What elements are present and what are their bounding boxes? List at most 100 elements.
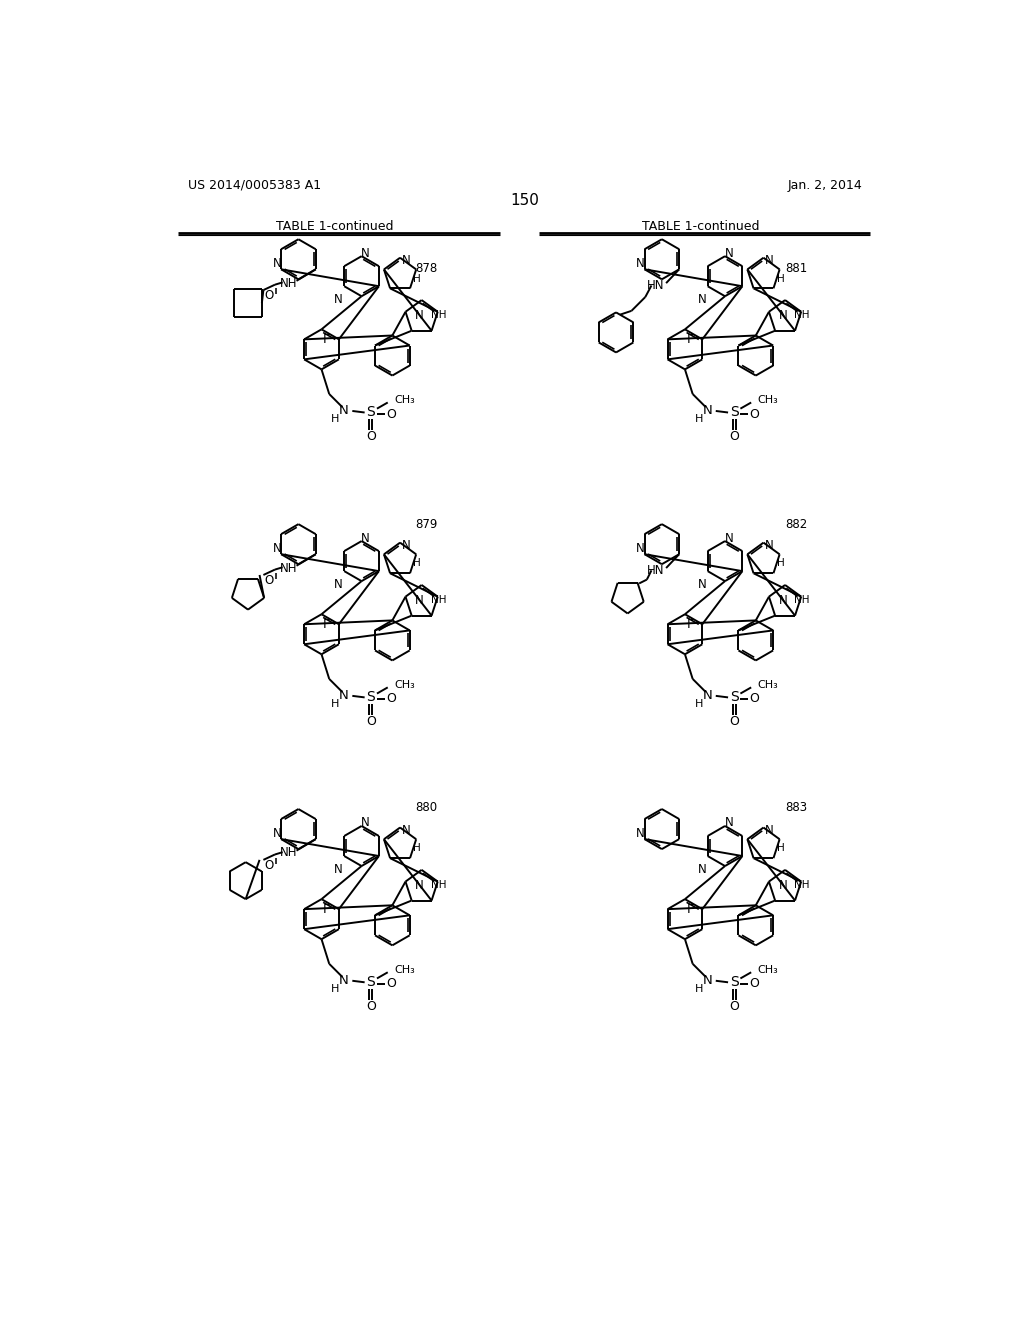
Text: N: N (702, 689, 712, 702)
Text: F: F (323, 618, 330, 631)
Text: N: N (272, 828, 282, 841)
Text: O: O (729, 714, 739, 727)
Text: Jan. 2, 2014: Jan. 2, 2014 (787, 178, 862, 191)
Text: 879: 879 (416, 517, 438, 531)
Text: US 2014/0005383 A1: US 2014/0005383 A1 (188, 178, 322, 191)
Text: CH₃: CH₃ (394, 395, 415, 405)
Text: 150: 150 (510, 193, 540, 209)
Text: N: N (415, 594, 424, 607)
Text: N: N (334, 293, 343, 306)
Text: N: N (702, 974, 712, 987)
Text: N: N (339, 404, 349, 417)
Text: NH: NH (431, 595, 446, 606)
Text: S: S (367, 975, 375, 989)
Text: S: S (367, 690, 375, 705)
Text: N: N (361, 532, 370, 545)
Text: N: N (702, 404, 712, 417)
Text: N: N (765, 539, 774, 552)
Text: H: H (694, 414, 703, 425)
Text: H: H (776, 273, 784, 284)
Text: S: S (730, 405, 738, 420)
Text: N: N (778, 309, 787, 322)
Text: H: H (776, 558, 784, 569)
Text: N: N (334, 862, 343, 875)
Text: F: F (323, 333, 330, 346)
Text: 882: 882 (785, 517, 807, 531)
Text: S: S (730, 690, 738, 705)
Text: H: H (331, 700, 340, 709)
Text: N: N (272, 257, 282, 271)
Text: O: O (750, 408, 759, 421)
Text: O: O (264, 289, 273, 302)
Text: N: N (361, 247, 370, 260)
Text: F: F (686, 903, 693, 916)
Text: N: N (765, 255, 774, 268)
Text: N: N (697, 578, 707, 591)
Text: N: N (778, 879, 787, 892)
Text: F: F (686, 333, 693, 346)
Text: 878: 878 (416, 261, 437, 275)
Text: H: H (694, 985, 703, 994)
Text: H: H (413, 843, 421, 853)
Text: F: F (323, 903, 330, 916)
Text: HN: HN (647, 564, 665, 577)
Text: NH: NH (431, 880, 446, 890)
Text: N: N (697, 862, 707, 875)
Text: O: O (264, 859, 273, 871)
Text: TABLE 1-continued: TABLE 1-continued (275, 219, 393, 232)
Text: 883: 883 (785, 801, 807, 814)
Text: N: N (401, 539, 411, 552)
Text: O: O (366, 714, 376, 727)
Text: O: O (366, 999, 376, 1012)
Text: O: O (366, 430, 376, 444)
Text: TABLE 1-continued: TABLE 1-continued (642, 219, 759, 232)
Text: N: N (272, 543, 282, 556)
Text: N: N (339, 689, 349, 702)
Text: N: N (765, 824, 774, 837)
Text: O: O (264, 574, 273, 587)
Text: HN: HN (647, 279, 665, 292)
Text: CH₃: CH₃ (394, 965, 415, 975)
Text: CH₃: CH₃ (758, 395, 778, 405)
Text: NH: NH (795, 595, 810, 606)
Text: F: F (686, 618, 693, 631)
Text: N: N (636, 543, 645, 556)
Text: N: N (697, 293, 707, 306)
Text: CH₃: CH₃ (758, 680, 778, 690)
Text: CH₃: CH₃ (394, 680, 415, 690)
Text: N: N (401, 824, 411, 837)
Text: S: S (730, 975, 738, 989)
Text: H: H (413, 558, 421, 569)
Text: H: H (694, 700, 703, 709)
Text: N: N (724, 532, 733, 545)
Text: H: H (331, 414, 340, 425)
Text: N: N (724, 816, 733, 829)
Text: N: N (415, 309, 424, 322)
Text: O: O (729, 999, 739, 1012)
Text: 880: 880 (416, 801, 437, 814)
Text: O: O (386, 977, 395, 990)
Text: N: N (778, 594, 787, 607)
Text: N: N (339, 974, 349, 987)
Text: N: N (401, 255, 411, 268)
Text: O: O (750, 977, 759, 990)
Text: O: O (386, 408, 395, 421)
Text: N: N (724, 247, 733, 260)
Text: NH: NH (280, 846, 298, 859)
Text: CH₃: CH₃ (758, 965, 778, 975)
Text: NH: NH (795, 880, 810, 890)
Text: NH: NH (280, 561, 298, 574)
Text: H: H (413, 273, 421, 284)
Text: NH: NH (795, 310, 810, 321)
Text: 881: 881 (785, 261, 807, 275)
Text: H: H (331, 985, 340, 994)
Text: N: N (636, 828, 645, 841)
Text: S: S (367, 405, 375, 420)
Text: N: N (636, 257, 645, 271)
Text: O: O (729, 430, 739, 444)
Text: N: N (415, 879, 424, 892)
Text: N: N (334, 578, 343, 591)
Text: H: H (776, 843, 784, 853)
Text: NH: NH (431, 310, 446, 321)
Text: O: O (750, 693, 759, 705)
